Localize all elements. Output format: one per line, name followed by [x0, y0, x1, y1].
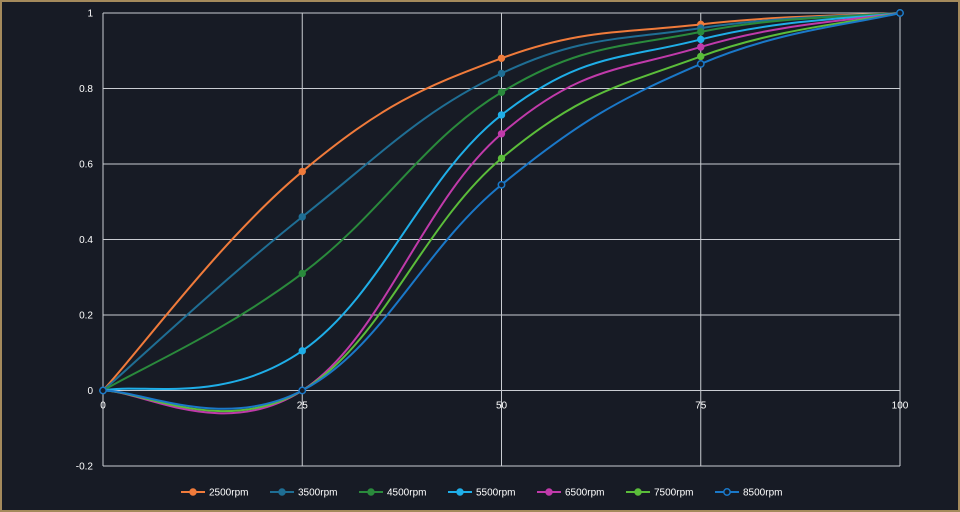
x-tick-label: 25	[297, 401, 309, 412]
legend-item[interactable]: 3500rpm	[270, 488, 337, 499]
series-line	[102, 12, 901, 392]
data-point	[697, 28, 705, 36]
x-tick-label: 75	[695, 401, 707, 412]
y-tick-label: -0.2	[76, 462, 94, 473]
series-line	[102, 12, 901, 392]
legend-marker	[367, 488, 375, 496]
legend-marker	[189, 488, 197, 496]
y-axis-ticks: -0.2 0 0.2 0.4 0.6 0.8 1	[76, 9, 94, 473]
series-line	[102, 12, 901, 392]
data-point	[497, 180, 506, 189]
data-point	[497, 88, 506, 96]
y-tick-label: 1	[87, 9, 93, 20]
data-point	[298, 347, 306, 355]
legend-marker	[278, 488, 286, 496]
y-tick-label: 0.4	[79, 235, 93, 246]
data-point	[298, 213, 306, 221]
data-point	[298, 386, 307, 395]
data-point	[298, 167, 306, 176]
y-tick-label: 0	[87, 386, 93, 397]
series-8500rpm	[99, 9, 904, 410]
data-point	[497, 111, 506, 119]
legend-marker	[723, 488, 731, 496]
data-point	[896, 9, 904, 17]
data-point	[99, 386, 107, 395]
legend-item[interactable]: 2500rpm	[181, 488, 248, 499]
series-line	[102, 12, 901, 392]
data-point	[697, 43, 705, 51]
data-point	[497, 154, 506, 163]
legend-label: 6500rpm	[565, 488, 604, 499]
data-point	[697, 52, 705, 61]
x-tick-label: 100	[892, 401, 909, 412]
legend-item[interactable]: 8500rpm	[715, 488, 782, 499]
data-point	[497, 69, 506, 78]
x-tick-label: 50	[496, 401, 508, 412]
legend-label: 7500rpm	[654, 488, 693, 499]
series-line	[102, 12, 901, 415]
legend-item[interactable]: 7500rpm	[626, 488, 693, 499]
data-point	[697, 35, 705, 44]
legend-label: 3500rpm	[298, 488, 337, 499]
legend-label: 4500rpm	[387, 488, 426, 499]
data-point	[497, 54, 506, 62]
legend-marker	[456, 488, 464, 496]
data-point	[298, 269, 306, 278]
legend-label: 8500rpm	[743, 488, 782, 499]
x-axis-ticks: 0 25 50 75 100	[100, 401, 909, 412]
y-tick-label: 0.2	[79, 311, 93, 322]
legend-marker	[634, 488, 642, 496]
y-tick-label: 0.8	[79, 84, 93, 95]
x-tick-label: 0	[100, 401, 106, 412]
legend: 2500rpm 3500rpm 4500rpm 5500rpm 6500rpm 7500r…	[181, 488, 782, 499]
grid-lines	[102, 12, 901, 467]
legend-item[interactable]: 4500rpm	[359, 488, 426, 499]
legend-item[interactable]: 5500rpm	[448, 488, 515, 499]
series-lines	[99, 9, 904, 415]
y-tick-label: 0.6	[79, 160, 93, 171]
legend-marker	[545, 488, 553, 496]
legend-label: 5500rpm	[476, 488, 515, 499]
legend-item[interactable]: 6500rpm	[537, 488, 604, 499]
data-point	[696, 60, 705, 68]
data-point	[497, 130, 506, 138]
legend-label: 2500rpm	[209, 488, 248, 499]
